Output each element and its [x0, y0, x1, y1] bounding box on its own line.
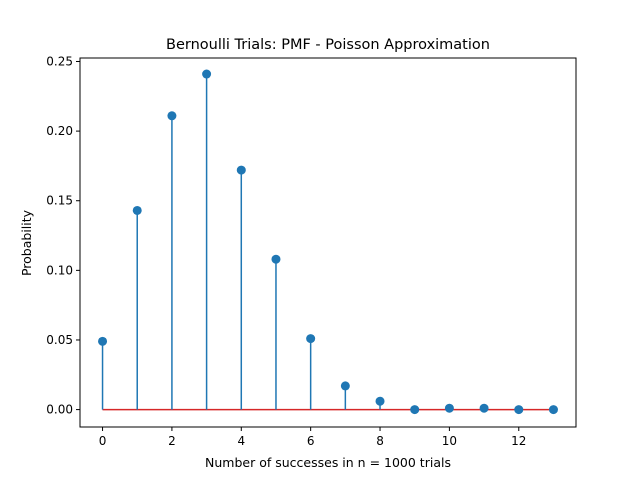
x-tick-label: 6 [307, 434, 315, 448]
stem-marker [202, 69, 212, 79]
stem-marker [548, 405, 558, 415]
stem-marker [167, 111, 177, 121]
x-tick-label: 10 [442, 434, 457, 448]
x-tick-label: 2 [168, 434, 176, 448]
x-tick-label: 12 [511, 434, 526, 448]
stem-marker [410, 405, 420, 415]
stem-marker [132, 205, 142, 215]
plot-area: 0 2 4 6 8 10 12 0.00 0.05 0.10 0.15 0.20 0.25 [46, 54, 577, 448]
stem-marker [236, 165, 246, 175]
stem-marker [444, 403, 454, 413]
y-axis-label: Probability [19, 209, 34, 276]
axes-frame [79, 57, 577, 428]
y-tick-label: 0.00 [46, 403, 73, 417]
stem-marker [479, 403, 489, 413]
y-tick-label: 0.25 [46, 54, 73, 68]
y-tick-label: 0.05 [46, 333, 73, 347]
x-axis-label: Number of successes in n = 1000 trials [205, 455, 451, 470]
x-tick-label: 4 [237, 434, 245, 448]
x-tick-label: 0 [99, 434, 107, 448]
stem-marker [375, 396, 385, 406]
stem-marker [271, 254, 281, 264]
x-tick-label: 8 [376, 434, 384, 448]
y-tick-label: 0.15 [46, 194, 73, 208]
stem-marker [306, 334, 316, 344]
y-tick-label: 0.20 [46, 124, 73, 138]
stem-marker [340, 381, 350, 391]
y-tick-label: 0.10 [46, 263, 73, 277]
stem-marker [98, 336, 108, 346]
stem-marker [514, 405, 524, 415]
chart-title: Bernoulli Trials: PMF - Poisson Approxim… [166, 37, 490, 53]
